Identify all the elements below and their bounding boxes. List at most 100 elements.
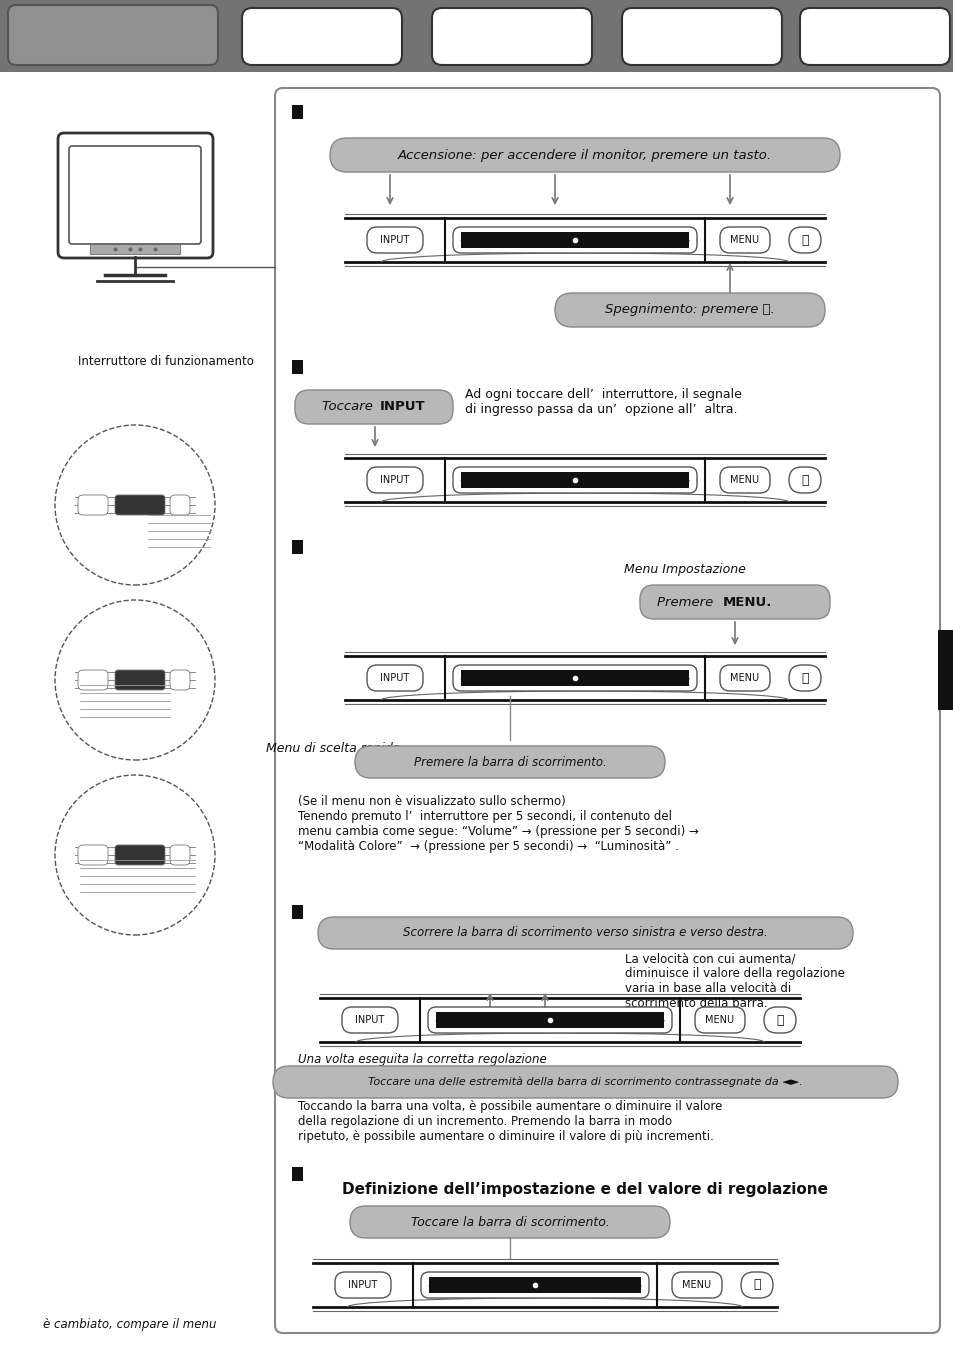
Bar bbox=[0, 0, 953, 72]
Text: Premere: Premere bbox=[657, 595, 717, 609]
FancyBboxPatch shape bbox=[453, 227, 697, 252]
Text: MENU: MENU bbox=[730, 235, 759, 244]
FancyBboxPatch shape bbox=[720, 666, 769, 691]
Text: ◄: ◄ bbox=[459, 674, 466, 683]
FancyBboxPatch shape bbox=[294, 390, 453, 424]
FancyBboxPatch shape bbox=[317, 917, 852, 949]
FancyBboxPatch shape bbox=[242, 8, 401, 65]
FancyBboxPatch shape bbox=[621, 8, 781, 65]
Circle shape bbox=[55, 775, 214, 936]
Text: ⏻: ⏻ bbox=[801, 234, 808, 247]
FancyBboxPatch shape bbox=[788, 227, 821, 252]
Text: ◄: ◄ bbox=[435, 1015, 441, 1025]
FancyBboxPatch shape bbox=[432, 8, 592, 65]
Text: Definizione dell’impostazione e del valore di regolazione: Definizione dell’impostazione e del valo… bbox=[341, 1183, 827, 1197]
FancyBboxPatch shape bbox=[273, 1066, 897, 1098]
Text: ►: ► bbox=[683, 475, 690, 485]
FancyBboxPatch shape bbox=[453, 666, 697, 691]
Text: Una volta eseguita la corretta regolazione: Una volta eseguita la corretta regolazio… bbox=[297, 1053, 546, 1066]
Text: Toccando la barra una volta, è possibile aumentare o diminuire il valore
della r: Toccando la barra una volta, è possibile… bbox=[297, 1100, 721, 1143]
FancyBboxPatch shape bbox=[367, 666, 422, 691]
FancyBboxPatch shape bbox=[740, 1272, 772, 1297]
Text: Menu di scelta rapida: Menu di scelta rapida bbox=[265, 743, 399, 755]
Text: MENU: MENU bbox=[681, 1280, 711, 1291]
Text: INPUT: INPUT bbox=[379, 401, 425, 413]
Text: ⏻: ⏻ bbox=[801, 671, 808, 684]
FancyBboxPatch shape bbox=[115, 495, 165, 514]
Bar bbox=[90, 244, 180, 254]
Text: ◄: ◄ bbox=[459, 475, 466, 485]
FancyBboxPatch shape bbox=[170, 670, 190, 690]
Bar bbox=[460, 670, 688, 686]
FancyBboxPatch shape bbox=[367, 227, 422, 252]
FancyBboxPatch shape bbox=[8, 5, 218, 65]
Bar bbox=[292, 105, 303, 119]
Bar bbox=[292, 1166, 303, 1181]
Text: La velocità con cui aumenta/
diminuisce il valore della regolazione
varia in bas: La velocità con cui aumenta/ diminuisce … bbox=[624, 952, 844, 1010]
FancyBboxPatch shape bbox=[367, 467, 422, 493]
FancyBboxPatch shape bbox=[69, 146, 201, 244]
Bar bbox=[937, 630, 953, 710]
Text: ⏻: ⏻ bbox=[801, 474, 808, 486]
Text: Toccare la barra di scorrimento.: Toccare la barra di scorrimento. bbox=[410, 1215, 609, 1228]
FancyBboxPatch shape bbox=[763, 1007, 795, 1033]
FancyBboxPatch shape bbox=[639, 585, 829, 620]
Text: Scorrere la barra di scorrimento verso sinistra e verso destra.: Scorrere la barra di scorrimento verso s… bbox=[402, 926, 766, 940]
Bar bbox=[429, 1277, 640, 1293]
Bar bbox=[436, 1012, 663, 1027]
Text: Premere la barra di scorrimento.: Premere la barra di scorrimento. bbox=[414, 756, 606, 768]
Text: ⏻: ⏻ bbox=[753, 1278, 760, 1292]
Text: è cambiato, compare il menu: è cambiato, compare il menu bbox=[43, 1318, 216, 1331]
Text: Menu Impostazione: Menu Impostazione bbox=[623, 563, 745, 576]
FancyBboxPatch shape bbox=[274, 88, 939, 1332]
Circle shape bbox=[55, 599, 214, 760]
Text: Interruttore di funzionamento: Interruttore di funzionamento bbox=[78, 355, 253, 369]
FancyBboxPatch shape bbox=[78, 845, 108, 865]
Text: INPUT: INPUT bbox=[380, 235, 409, 244]
Text: INPUT: INPUT bbox=[380, 674, 409, 683]
Text: INPUT: INPUT bbox=[355, 1015, 384, 1025]
Text: Toccare: Toccare bbox=[322, 401, 376, 413]
Circle shape bbox=[55, 425, 214, 585]
Text: ►: ► bbox=[659, 1015, 664, 1025]
FancyBboxPatch shape bbox=[720, 227, 769, 252]
FancyBboxPatch shape bbox=[115, 845, 165, 865]
Text: Accensione: per accendere il monitor, premere un tasto.: Accensione: per accendere il monitor, pr… bbox=[397, 148, 771, 162]
FancyBboxPatch shape bbox=[115, 670, 165, 690]
Text: Toccare una delle estremità della barra di scorrimento contrassegnate da ◄►.: Toccare una delle estremità della barra … bbox=[367, 1077, 801, 1087]
Text: MENU: MENU bbox=[704, 1015, 734, 1025]
Bar bbox=[460, 232, 688, 248]
FancyBboxPatch shape bbox=[720, 467, 769, 493]
Text: INPUT: INPUT bbox=[348, 1280, 377, 1291]
FancyBboxPatch shape bbox=[350, 1206, 669, 1238]
FancyBboxPatch shape bbox=[695, 1007, 744, 1033]
FancyBboxPatch shape bbox=[355, 747, 664, 778]
FancyBboxPatch shape bbox=[420, 1272, 648, 1297]
FancyBboxPatch shape bbox=[170, 845, 190, 865]
Text: ◄: ◄ bbox=[427, 1281, 434, 1289]
Text: ◄: ◄ bbox=[459, 235, 466, 244]
FancyBboxPatch shape bbox=[170, 495, 190, 514]
Text: ⏻: ⏻ bbox=[776, 1014, 783, 1026]
Bar bbox=[292, 360, 303, 374]
Text: ►: ► bbox=[683, 235, 690, 244]
FancyBboxPatch shape bbox=[671, 1272, 721, 1297]
Bar bbox=[460, 472, 688, 487]
FancyBboxPatch shape bbox=[330, 138, 840, 171]
FancyBboxPatch shape bbox=[555, 293, 824, 327]
Bar bbox=[292, 540, 303, 553]
FancyBboxPatch shape bbox=[341, 1007, 397, 1033]
FancyBboxPatch shape bbox=[335, 1272, 391, 1297]
Text: INPUT: INPUT bbox=[380, 475, 409, 485]
Text: ►: ► bbox=[683, 674, 690, 683]
FancyBboxPatch shape bbox=[78, 495, 108, 514]
FancyBboxPatch shape bbox=[788, 666, 821, 691]
Text: ►: ► bbox=[635, 1281, 641, 1289]
Text: MENU: MENU bbox=[730, 674, 759, 683]
FancyBboxPatch shape bbox=[453, 467, 697, 493]
Text: (Se il menu non è visualizzato sullo schermo)
Tenendo premuto l’  interruttore p: (Se il menu non è visualizzato sullo sch… bbox=[297, 795, 699, 853]
FancyBboxPatch shape bbox=[788, 467, 821, 493]
Text: Ad ogni toccare dell’  interruttore, il segnale
di ingresso passa da un’  opzion: Ad ogni toccare dell’ interruttore, il s… bbox=[464, 387, 741, 416]
FancyBboxPatch shape bbox=[800, 8, 949, 65]
FancyBboxPatch shape bbox=[428, 1007, 671, 1033]
